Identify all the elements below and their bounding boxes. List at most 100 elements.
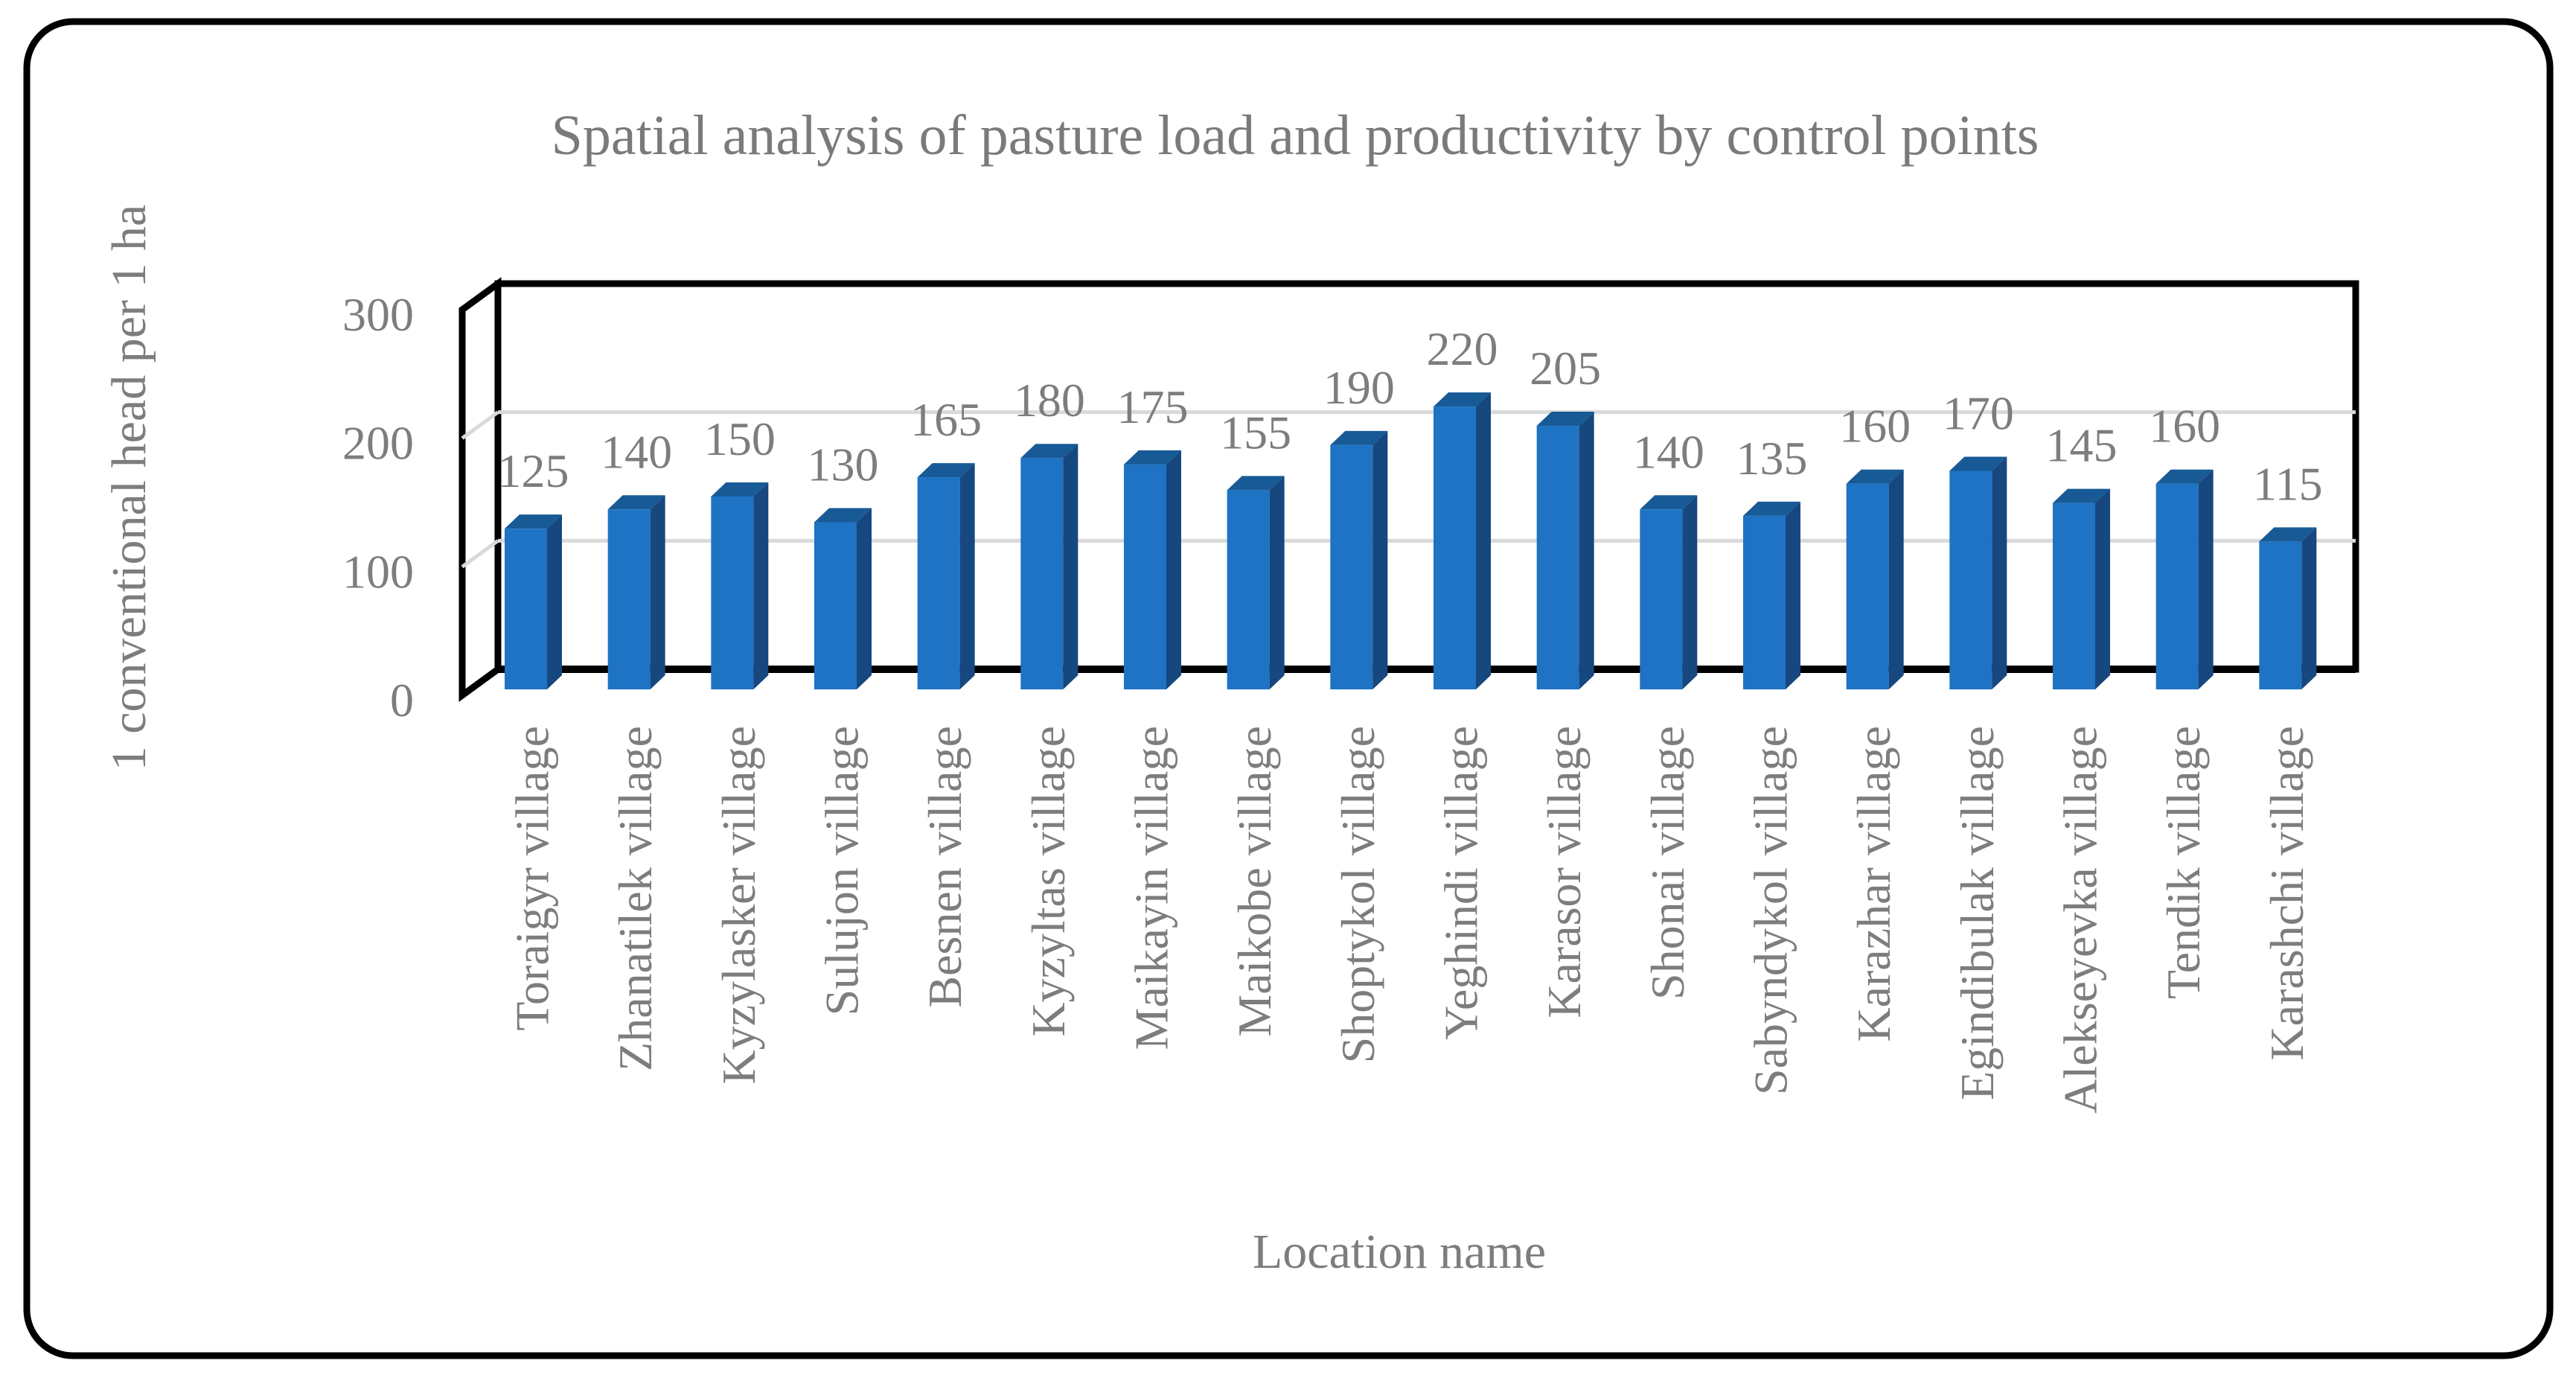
bar-value-label: 135 xyxy=(1736,432,1808,485)
category-label: Yeghindi village xyxy=(1435,726,1488,1040)
bar-front-face xyxy=(1846,483,1889,689)
bar-value-label: 145 xyxy=(2046,419,2118,472)
y-tick-labels: 0 100 200 300 xyxy=(342,288,414,727)
bar-value-label: 160 xyxy=(1839,400,1911,453)
category-label: Kyzyltas village xyxy=(1022,726,1075,1037)
bar-front-face xyxy=(2155,483,2199,689)
bar-side-face xyxy=(1063,444,1078,689)
bar-front-face xyxy=(607,509,651,689)
bar-top-face xyxy=(505,514,562,529)
bar-side-face xyxy=(2301,527,2317,689)
category-label: Besnen village xyxy=(918,726,971,1008)
bar-value-label: 180 xyxy=(1014,374,1085,427)
bar-value-label: 205 xyxy=(1530,342,1601,395)
bar-front-face xyxy=(917,477,960,689)
category-label: Egindibulak village xyxy=(1951,726,2004,1100)
bar-top-face xyxy=(2155,469,2214,484)
category-label: Kyzylasker village xyxy=(712,726,765,1085)
bar-side-face xyxy=(1372,430,1388,689)
category-label: Sulujon village xyxy=(816,726,869,1015)
category-label: Karazhar village xyxy=(1847,726,1900,1042)
category-label: Shonai village xyxy=(1641,726,1694,1000)
bar-top-face xyxy=(1743,501,1800,516)
bar-side-face xyxy=(1476,392,1491,689)
bar-top-face xyxy=(1434,392,1491,407)
bar-top-face xyxy=(1846,469,1904,484)
bar-top-face xyxy=(814,508,872,523)
category-label: Maikobe village xyxy=(1228,726,1281,1037)
bar-side-face xyxy=(2198,469,2214,689)
bar-front-face xyxy=(1536,426,1579,689)
bar-top-face xyxy=(1330,430,1388,445)
bar-value-label: 190 xyxy=(1323,361,1395,414)
bar-side-face xyxy=(547,514,562,689)
bar-value-label: 130 xyxy=(808,438,879,491)
category-label: Maikayin village xyxy=(1125,726,1178,1050)
bar-side-face xyxy=(2095,488,2110,689)
bar-front-face xyxy=(1227,490,1270,689)
bar-side-face xyxy=(959,463,975,689)
category-labels: Toraigyr village Zhanatilek village Kyzyla… xyxy=(506,726,2313,1114)
bar-value-label: 150 xyxy=(704,412,776,465)
bar-front-face xyxy=(1434,406,1476,689)
y-tick-label: 0 xyxy=(390,674,414,727)
bar-front-face xyxy=(1640,509,1683,689)
bar-value-label: 155 xyxy=(1220,406,1291,459)
bar-value-label: 115 xyxy=(2253,457,2323,510)
bar-front-face xyxy=(1330,444,1373,689)
category-label: Toraigyr village xyxy=(506,726,559,1031)
bar-value-label: 140 xyxy=(1633,425,1704,478)
bar-side-face xyxy=(1786,501,1800,689)
category-label: Tendik village xyxy=(2157,726,2210,999)
bar-side-face xyxy=(1682,495,1698,689)
bar-value-label: 160 xyxy=(2149,400,2220,453)
back-wall xyxy=(494,280,2359,673)
bar-front-face xyxy=(1124,464,1166,689)
y-tick-label: 100 xyxy=(342,545,414,598)
bar-top-face xyxy=(1227,476,1285,491)
y-axis-title: 1 conventional head per 1 ha xyxy=(102,205,156,771)
category-label: Zhanatilek village xyxy=(609,726,662,1071)
gridline-wall xyxy=(461,539,499,569)
chart-title: Spatial analysis of pasture load and pro… xyxy=(552,104,2039,167)
bar-top-face xyxy=(1124,450,1181,465)
category-label: Karasor village xyxy=(1538,726,1591,1018)
bar-value-label: 140 xyxy=(601,425,672,478)
bar-value-label: 175 xyxy=(1117,380,1189,433)
bar-front-face xyxy=(1743,515,1786,689)
bar-front-face xyxy=(1020,458,1064,689)
bar-front-face xyxy=(2259,541,2302,689)
bar-top-face xyxy=(1949,456,2007,471)
bar-value-label: 170 xyxy=(1943,386,2014,439)
bar-top-face xyxy=(1640,495,1698,510)
bars xyxy=(505,392,2317,689)
value-labels: 125 140 150 130 165 180 175 155 190 220 205 140 135 1… xyxy=(498,322,2323,510)
bar-top-face xyxy=(2259,527,2317,542)
bar-value-label: 165 xyxy=(910,393,982,446)
bar-top-face xyxy=(1536,412,1594,427)
bar-front-face xyxy=(2053,503,2095,689)
bar-top-face xyxy=(917,463,975,478)
bar-top-face xyxy=(711,482,769,497)
bar-top-face xyxy=(2053,488,2110,503)
gridlines xyxy=(461,410,2356,569)
bar-front-face xyxy=(711,497,754,689)
bar-side-face xyxy=(650,495,665,689)
category-label: Karashchi village xyxy=(2260,726,2313,1061)
bar-top-face xyxy=(607,495,665,510)
bar-top-face xyxy=(1020,444,1078,459)
bar-side-face xyxy=(753,482,769,689)
bar-side-face xyxy=(1888,469,1904,689)
category-label: Alekseyevka village xyxy=(2054,726,2107,1114)
bar-side-face xyxy=(1579,412,1594,689)
bar-front-face xyxy=(814,522,857,689)
bar-front-face xyxy=(505,529,547,689)
bar-side-face xyxy=(1269,476,1285,689)
bar-front-face xyxy=(1949,471,1992,689)
bar-side-face xyxy=(1992,456,2007,689)
y-tick-label: 300 xyxy=(342,288,414,341)
bar-value-label: 220 xyxy=(1427,322,1498,375)
bar-side-face xyxy=(1166,450,1181,689)
y-tick-label: 200 xyxy=(342,417,414,470)
